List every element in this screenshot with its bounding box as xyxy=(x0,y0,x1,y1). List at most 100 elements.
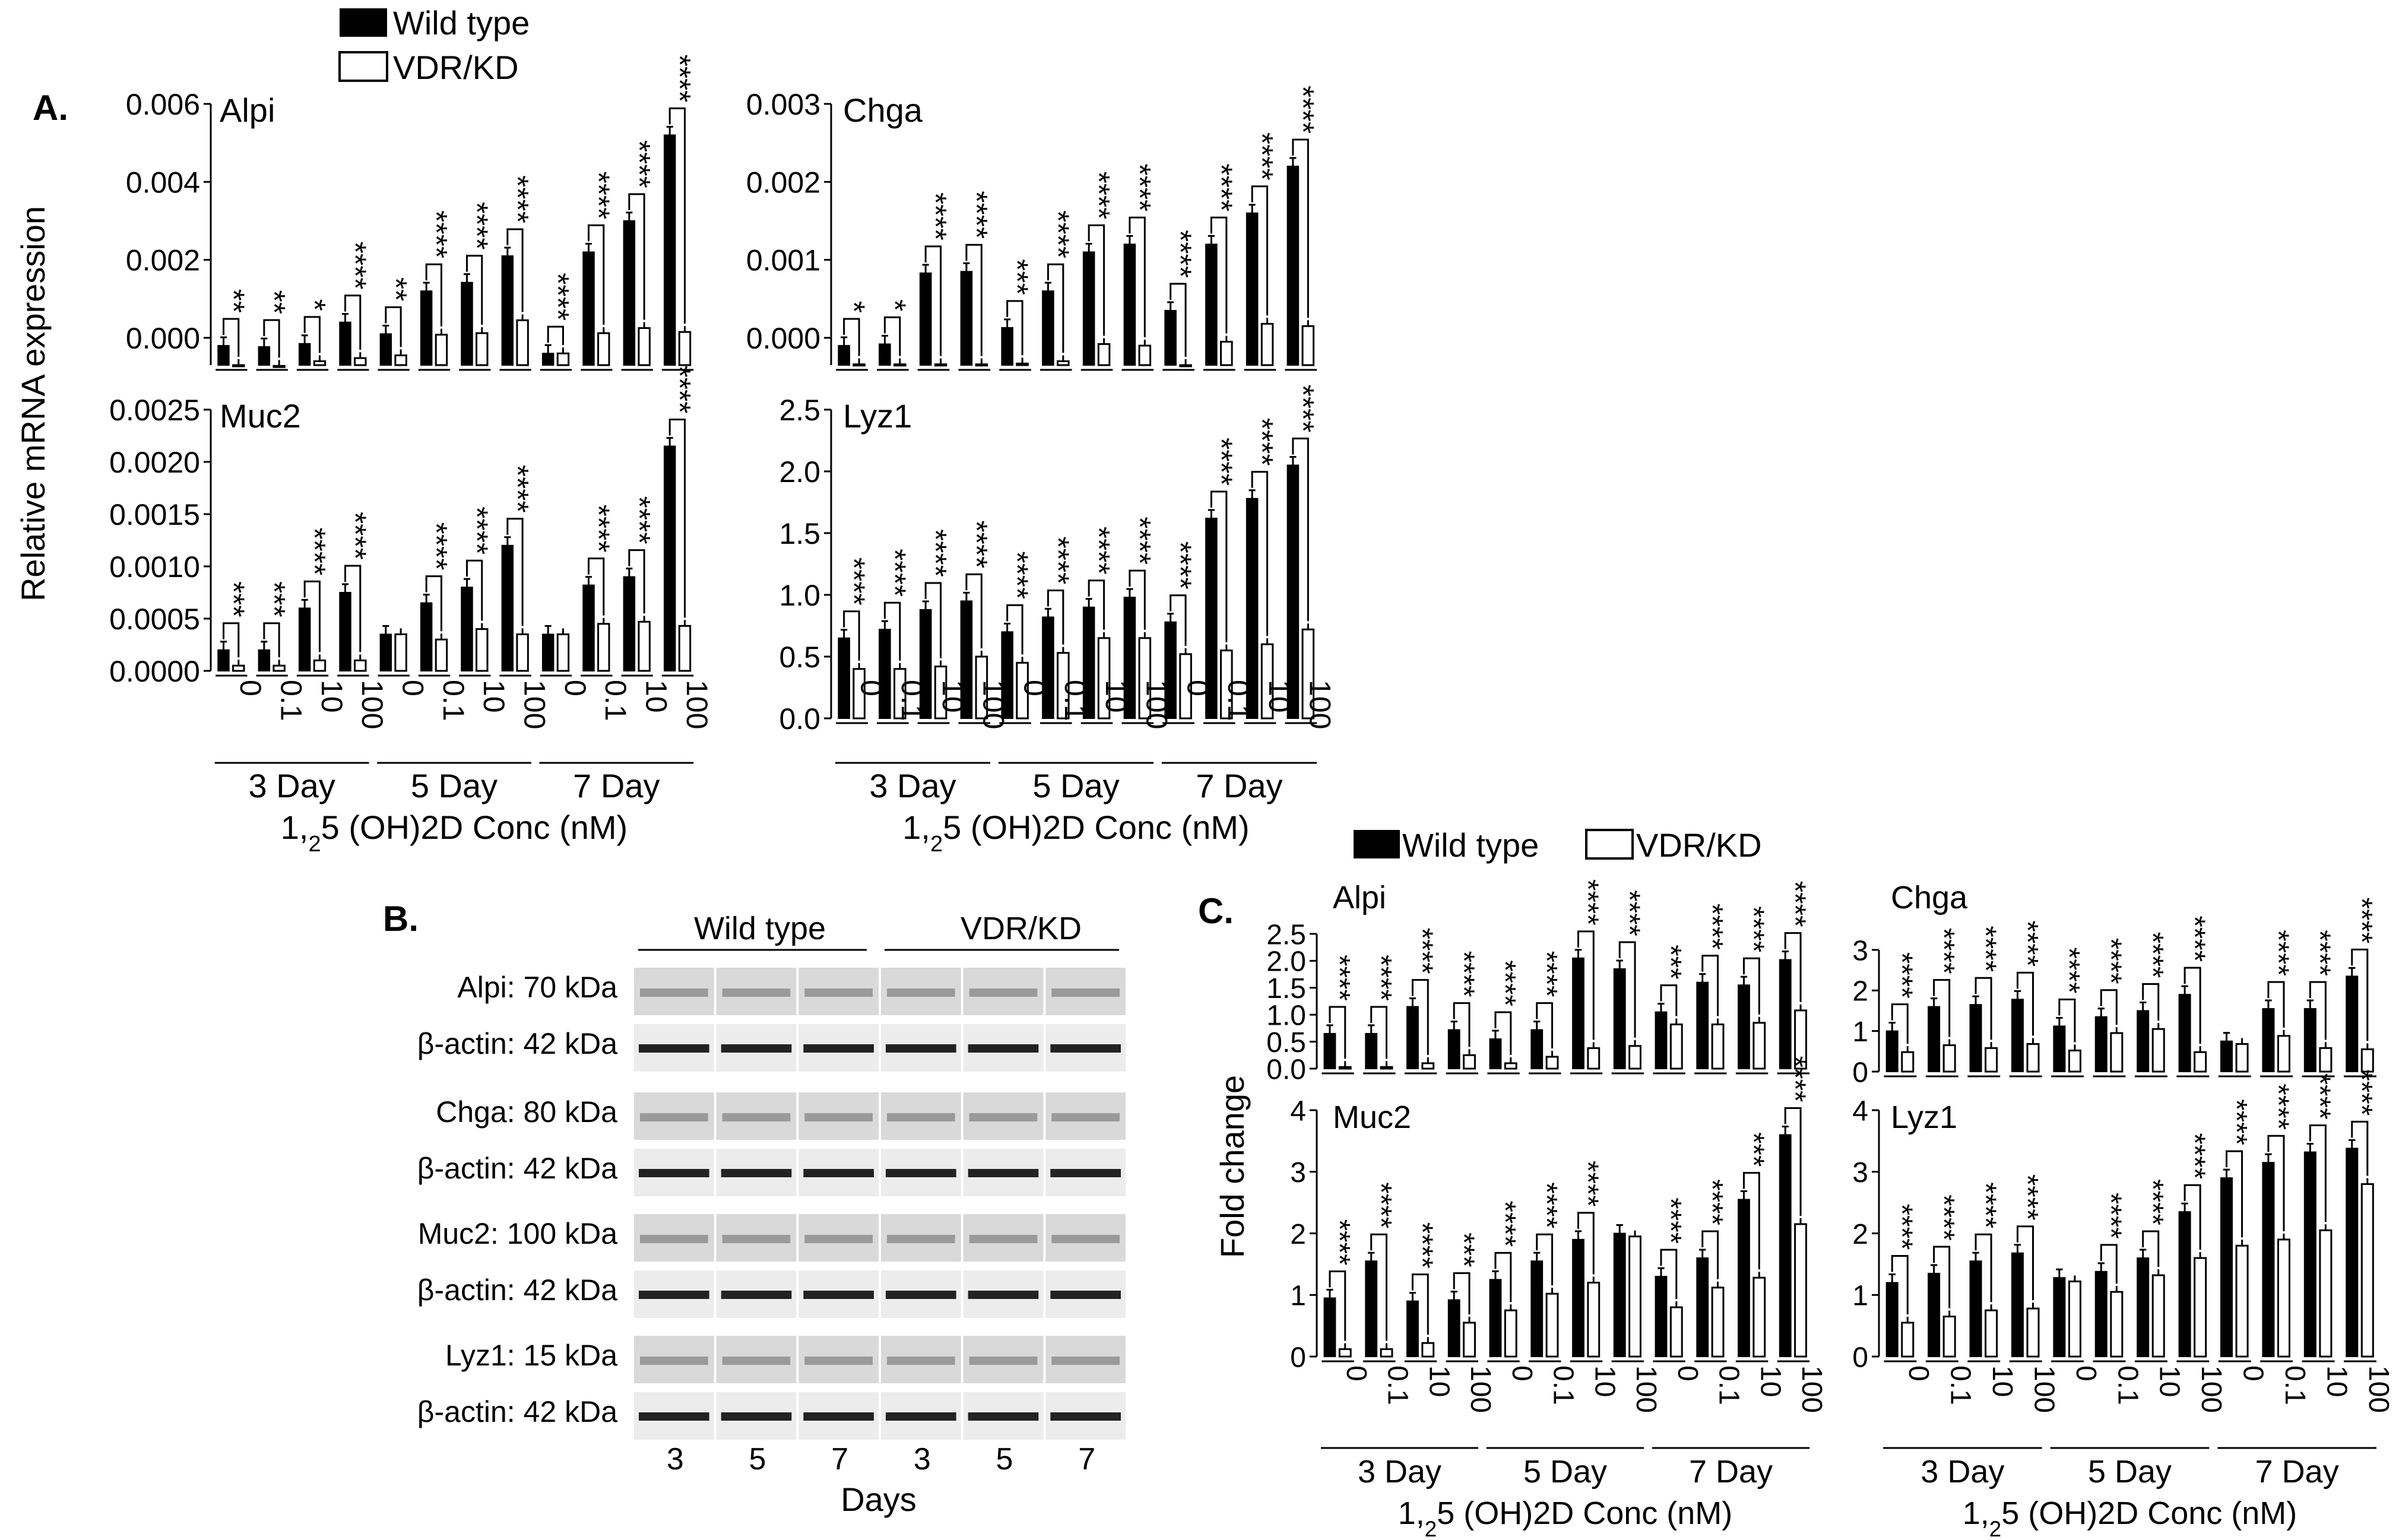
x-tick-label: 10 xyxy=(1589,1365,1620,1397)
y-tick-label: 1.0 xyxy=(779,579,820,612)
bar-wild-type xyxy=(1928,1272,1941,1357)
y-tick-label: 1.5 xyxy=(1266,973,1306,1005)
bar-vdr-kd xyxy=(1057,360,1070,366)
bar-wild-type xyxy=(461,281,473,366)
bar-vdr-kd xyxy=(853,363,866,367)
significance-bracket xyxy=(1933,979,1951,1037)
blot-band-actin xyxy=(968,1044,1039,1053)
x-tick-label: 0 xyxy=(1903,1365,1934,1381)
significance-bracket xyxy=(1494,1251,1512,1303)
bar-vdr-kd xyxy=(1301,325,1315,366)
bar-vdr-kd xyxy=(1794,1223,1807,1358)
bar-vdr-kd xyxy=(354,357,367,366)
bar-vdr-kd xyxy=(1421,1062,1435,1070)
blot-band-actin xyxy=(803,1044,874,1053)
significance-bracket xyxy=(1453,1002,1471,1047)
bar-vdr-kd xyxy=(2194,1051,2207,1073)
significance-stars: **** xyxy=(1927,1194,1960,1241)
x-tick-label: 0 xyxy=(1340,1365,1372,1381)
significance-stars: **** xyxy=(622,140,656,188)
bar-vdr-kd xyxy=(1669,1306,1683,1358)
significance-bracket xyxy=(2226,1150,2243,1238)
blot-band-protein xyxy=(804,988,873,997)
significance-stars: **** xyxy=(297,527,331,575)
significance-bracket xyxy=(2016,971,2034,1036)
significance-bracket xyxy=(1701,955,1719,1016)
significance-bracket xyxy=(843,610,860,661)
legend-c-swatch-vdr-kd xyxy=(1585,829,1634,860)
chart-title: Lyz1 xyxy=(1891,1099,1957,1135)
legend-label-vdr-kd: VDR/KD xyxy=(393,49,519,86)
bar-wild-type xyxy=(2178,1211,2191,1357)
significance-bracket xyxy=(1006,604,1023,655)
bar-wild-type xyxy=(379,633,392,672)
significance-stars: **** xyxy=(1613,890,1646,936)
bar-wild-type xyxy=(217,649,230,672)
significance-stars: **** xyxy=(1285,385,1320,433)
bar-vdr-kd xyxy=(354,659,367,672)
blot-band-protein xyxy=(722,1357,791,1365)
bar-wild-type xyxy=(2178,994,2191,1072)
significance-stars: **** xyxy=(1323,1219,1357,1266)
bar-vdr-kd xyxy=(1901,1322,1915,1358)
significance-stars: **** xyxy=(419,210,453,258)
significance-bracket xyxy=(924,582,942,658)
significance-bracket xyxy=(1411,979,1429,1055)
bar-vdr-kd xyxy=(638,620,651,672)
x-tick-label: 10 xyxy=(1986,1365,2018,1397)
y-tick-label: 0.0005 xyxy=(109,603,200,636)
bar-wild-type xyxy=(1696,1257,1709,1357)
y-axis-label-c: Fold change xyxy=(1213,1075,1251,1258)
blot-day-tick: 3 xyxy=(667,1442,684,1476)
blot-band-protein xyxy=(640,1357,708,1365)
bar-vdr-kd xyxy=(638,327,651,366)
significance-stars: **** xyxy=(1081,172,1115,220)
significance-bracket xyxy=(965,243,983,356)
significance-bracket xyxy=(1170,283,1187,357)
bar-vdr-kd xyxy=(678,331,692,366)
significance-stars: **** xyxy=(1530,951,1563,997)
blot-x-label: Days xyxy=(841,1481,917,1518)
bar-vdr-kd xyxy=(1338,1348,1352,1358)
x-tick-label: 0 xyxy=(234,680,267,696)
bar-wild-type xyxy=(420,602,433,671)
significance-bracket xyxy=(668,107,686,324)
bar-wild-type xyxy=(2053,1025,2066,1073)
significance-bracket xyxy=(1618,941,1636,1038)
x-tick-label: 0.1 xyxy=(1059,680,1092,721)
significance-stars: **** xyxy=(1040,536,1075,584)
bar-vdr-kd xyxy=(435,334,448,366)
significance-bracket xyxy=(2267,1135,2285,1231)
bar-vdr-kd xyxy=(1220,341,1233,366)
significance-stars: **** xyxy=(1655,1197,1688,1244)
bar-vdr-kd xyxy=(516,319,529,366)
bar-vdr-kd xyxy=(1752,1022,1766,1070)
x-tick-label: 0.1 xyxy=(599,680,632,721)
chart-title: Alpi xyxy=(220,91,275,129)
bar-vdr-kd xyxy=(2319,1047,2333,1073)
bar-wild-type xyxy=(1489,1038,1502,1070)
y-tick-label: 2 xyxy=(1852,976,1868,1007)
blot-band-protein xyxy=(887,988,955,997)
bar-wild-type xyxy=(2011,1252,2024,1357)
blot-protein-label: Lyz1: 15 kDa xyxy=(445,1339,617,1372)
bar-wild-type xyxy=(1286,166,1300,366)
significance-stars: **** xyxy=(1081,527,1115,575)
y-axis-label-a: Relative mRNA expression xyxy=(14,206,52,601)
significance-bracket xyxy=(1047,263,1064,353)
bar-vdr-kd xyxy=(2235,1043,2249,1073)
blot-band-protein xyxy=(887,1235,955,1243)
bar-vdr-kd xyxy=(1942,1044,1956,1073)
y-tick-label: 0.004 xyxy=(126,166,200,199)
significance-bracket xyxy=(385,306,402,347)
y-tick-label: 0.0015 xyxy=(109,498,200,531)
significance-stars: **** xyxy=(959,191,993,239)
day-group-label: 5 Day xyxy=(1032,767,1119,804)
bar-vdr-kd xyxy=(1985,1047,1998,1073)
bar-wild-type xyxy=(1406,1006,1419,1069)
bar-vdr-kd xyxy=(1901,1051,1915,1073)
significance-bracket xyxy=(628,193,645,320)
significance-stars: **** xyxy=(2011,921,2044,967)
significance-stars: **** xyxy=(2346,898,2379,944)
significance-bracket xyxy=(965,573,983,648)
